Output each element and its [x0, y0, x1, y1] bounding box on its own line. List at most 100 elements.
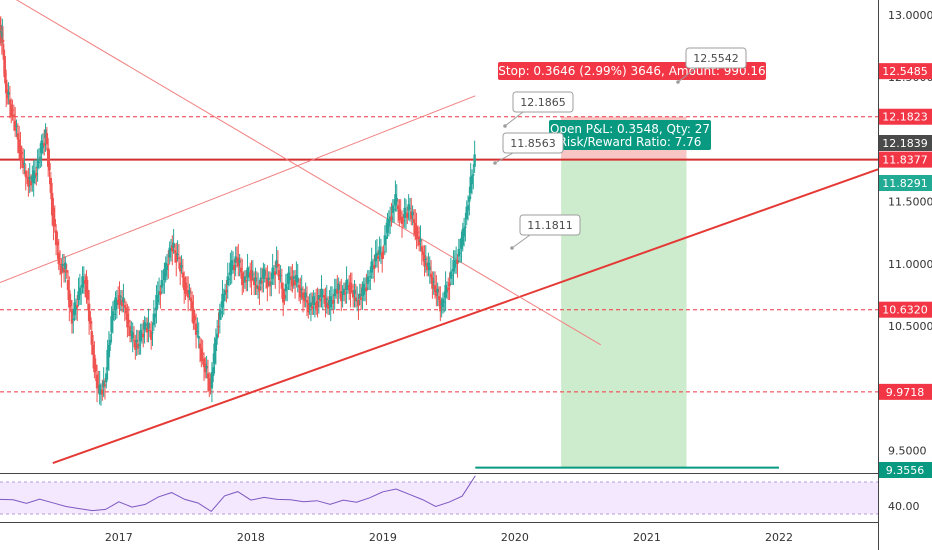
- candle[interactable]: [329, 286, 332, 322]
- candle[interactable]: [33, 159, 37, 185]
- candle[interactable]: [91, 334, 95, 369]
- candle[interactable]: [304, 282, 307, 308]
- candle[interactable]: [202, 352, 206, 381]
- candle[interactable]: [394, 180, 397, 212]
- candle[interactable]: [373, 255, 376, 283]
- candle[interactable]: [417, 226, 421, 252]
- candle[interactable]: [7, 82, 10, 105]
- candle[interactable]: [194, 313, 198, 349]
- candle[interactable]: [260, 267, 264, 293]
- candle[interactable]: [472, 164, 475, 190]
- candle[interactable]: [44, 123, 47, 152]
- candle[interactable]: [109, 333, 112, 352]
- candle[interactable]: [229, 252, 232, 286]
- price-pane[interactable]: [0, 0, 878, 469]
- candle[interactable]: [205, 355, 208, 379]
- candle[interactable]: [429, 260, 433, 284]
- candle[interactable]: [230, 250, 233, 284]
- candle[interactable]: [270, 272, 273, 297]
- candle[interactable]: [457, 238, 461, 263]
- candle[interactable]: [182, 271, 186, 304]
- candle[interactable]: [45, 126, 49, 151]
- candle[interactable]: [407, 194, 410, 221]
- candle[interactable]: [415, 212, 418, 249]
- candle[interactable]: [239, 257, 243, 279]
- candle[interactable]: [217, 312, 220, 338]
- candle[interactable]: [136, 329, 140, 355]
- candle[interactable]: [131, 322, 134, 353]
- candle[interactable]: [60, 258, 63, 288]
- candle[interactable]: [447, 277, 450, 300]
- candle[interactable]: [227, 272, 231, 287]
- candle[interactable]: [70, 299, 74, 334]
- candle[interactable]: [283, 288, 286, 305]
- candle[interactable]: [157, 277, 161, 305]
- candle[interactable]: [305, 286, 309, 317]
- trendline-0[interactable]: [52, 168, 878, 464]
- candle[interactable]: [153, 307, 157, 328]
- candle[interactable]: [350, 272, 354, 293]
- candle[interactable]: [333, 278, 336, 310]
- candle[interactable]: [235, 246, 239, 268]
- candle[interactable]: [171, 235, 174, 266]
- candle[interactable]: [399, 199, 402, 223]
- candle[interactable]: [43, 129, 46, 156]
- candle[interactable]: [32, 160, 35, 197]
- price-badge[interactable]: 11.8377: [879, 151, 932, 168]
- candle[interactable]: [354, 283, 358, 308]
- candle[interactable]: [222, 288, 225, 315]
- candle[interactable]: [82, 266, 86, 294]
- candle[interactable]: [167, 250, 170, 279]
- candle[interactable]: [143, 316, 146, 344]
- candle[interactable]: [151, 322, 154, 347]
- candle[interactable]: [338, 281, 342, 299]
- candle[interactable]: [193, 309, 196, 330]
- candle[interactable]: [250, 260, 253, 296]
- candle[interactable]: [41, 133, 45, 155]
- candle[interactable]: [50, 182, 54, 226]
- candle[interactable]: [466, 195, 470, 221]
- candle[interactable]: [168, 241, 171, 264]
- candle[interactable]: [140, 323, 144, 344]
- candle[interactable]: [259, 267, 262, 291]
- candle[interactable]: [127, 306, 130, 337]
- candle[interactable]: [62, 253, 66, 283]
- price-badge[interactable]: 9.9718: [879, 383, 932, 400]
- candle[interactable]: [103, 378, 107, 400]
- candle[interactable]: [370, 247, 373, 279]
- candle[interactable]: [135, 329, 138, 356]
- candle[interactable]: [64, 256, 67, 283]
- candle[interactable]: [190, 291, 194, 323]
- candle[interactable]: [291, 263, 294, 293]
- price-callout[interactable]: 11.1811: [510, 214, 581, 250]
- candle[interactable]: [395, 184, 398, 212]
- candle[interactable]: [65, 263, 68, 279]
- candle[interactable]: [256, 272, 260, 299]
- candle[interactable]: [416, 225, 420, 247]
- candle[interactable]: [423, 245, 426, 277]
- candle[interactable]: [353, 280, 356, 308]
- price-badge[interactable]: 12.5485: [879, 63, 932, 80]
- candle[interactable]: [189, 287, 192, 312]
- candle[interactable]: [469, 163, 472, 200]
- candle[interactable]: [114, 291, 117, 320]
- candle[interactable]: [124, 301, 128, 320]
- candle[interactable]: [254, 267, 257, 296]
- candle[interactable]: [126, 303, 129, 338]
- candle[interactable]: [6, 83, 9, 105]
- candle[interactable]: [101, 379, 104, 401]
- rsi-pane[interactable]: [0, 475, 878, 515]
- candle[interactable]: [280, 268, 284, 299]
- candle[interactable]: [263, 263, 266, 283]
- candle[interactable]: [237, 243, 240, 277]
- candle[interactable]: [458, 238, 462, 263]
- candle[interactable]: [225, 280, 228, 303]
- candle[interactable]: [163, 262, 166, 294]
- candle[interactable]: [462, 217, 466, 247]
- candle[interactable]: [456, 253, 459, 278]
- candle[interactable]: [404, 199, 408, 230]
- candle[interactable]: [358, 283, 361, 305]
- candle[interactable]: [448, 272, 451, 300]
- candle[interactable]: [295, 261, 298, 288]
